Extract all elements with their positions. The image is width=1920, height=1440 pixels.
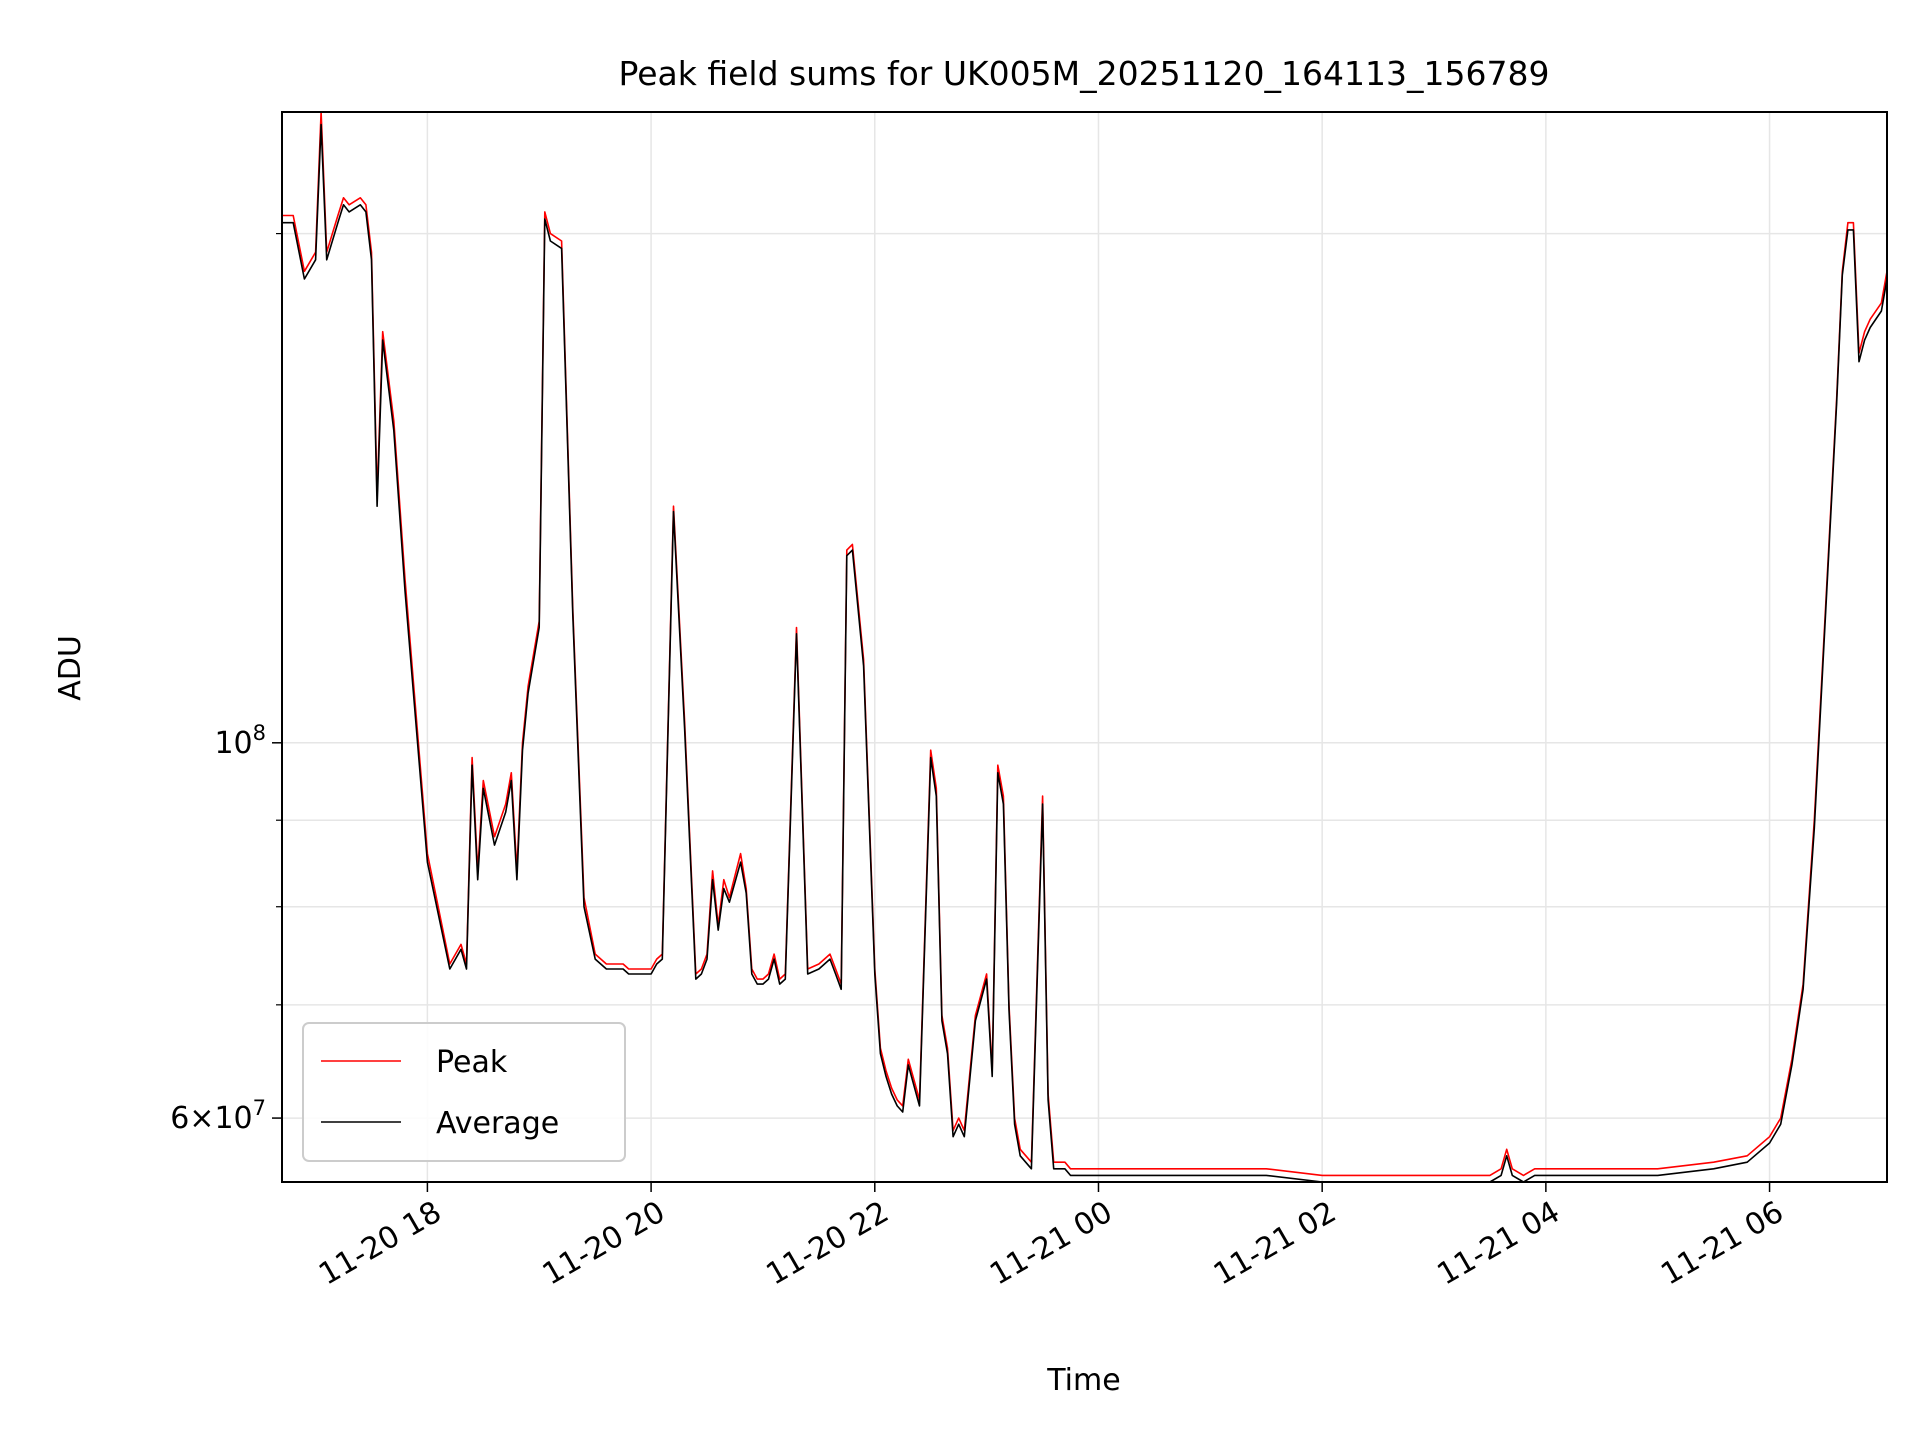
- x-axis-label: Time: [1046, 1363, 1120, 1398]
- series-line-peak: [282, 111, 1888, 1177]
- y-axis-label: ADU: [53, 635, 88, 701]
- plot-area: [282, 111, 1888, 1183]
- legend-box: [302, 1022, 626, 1162]
- legend: Peak Average: [302, 1022, 626, 1162]
- legend-average-label: Average: [436, 1106, 559, 1141]
- chart-title: Peak field sums for UK005M_20251120_1641…: [618, 54, 1549, 93]
- y-tick-label: 6×107: [170, 1096, 266, 1136]
- series-line-average: [282, 123, 1888, 1183]
- y-tick-label: 108: [214, 721, 266, 761]
- legend-peak-label: Peak: [436, 1045, 508, 1080]
- plot-frame: [281, 111, 1888, 1183]
